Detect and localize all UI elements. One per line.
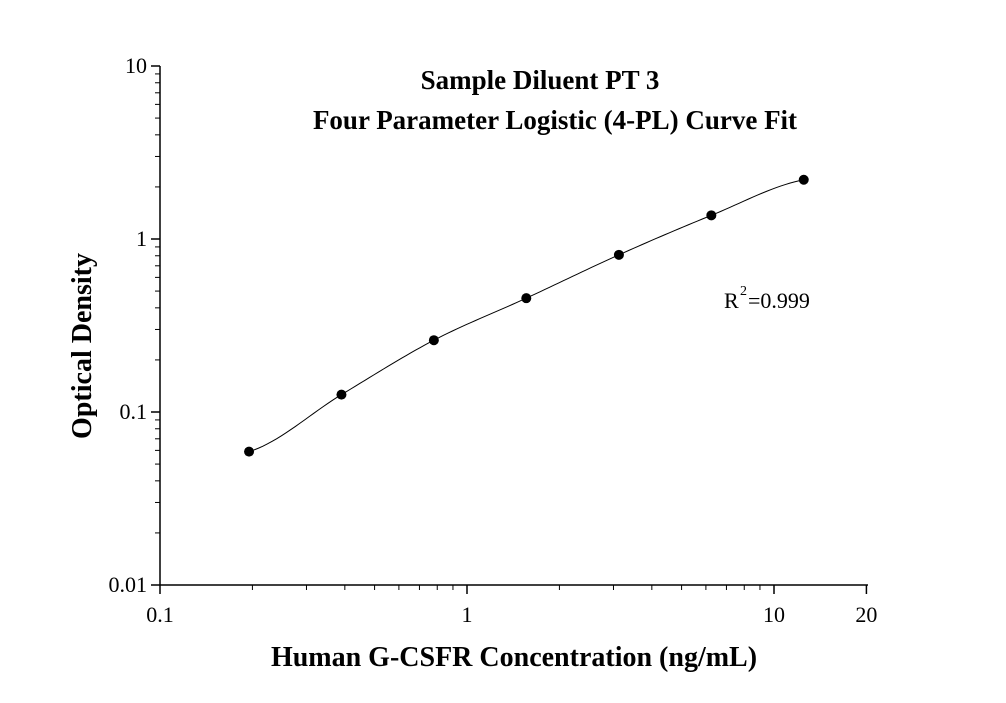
data-point bbox=[613, 249, 624, 260]
x-tick-label: 10 bbox=[763, 602, 785, 627]
y-ticks: 0.01 0.1 1 10 bbox=[109, 53, 160, 597]
y-tick-label: 0.01 bbox=[109, 572, 148, 597]
y-tick-label: 10 bbox=[125, 53, 147, 78]
data-point bbox=[336, 389, 347, 400]
x-ticks: 0.1 1 10 20 bbox=[146, 585, 877, 627]
chart-title: Sample Diluent PT 3 bbox=[421, 65, 660, 95]
x-axis-label: Human G-CSFR Concentration (ng/mL) bbox=[271, 642, 757, 673]
r-squared-prefix: R bbox=[724, 288, 739, 313]
data-point bbox=[798, 174, 809, 185]
data-point bbox=[244, 446, 255, 457]
y-tick-label: 0.1 bbox=[120, 399, 148, 424]
data-points bbox=[244, 174, 809, 457]
y-axis-label: Optical Density bbox=[67, 253, 98, 439]
y-tick-label: 1 bbox=[136, 226, 147, 251]
data-point bbox=[706, 210, 717, 221]
chart-subtitle: Four Parameter Logistic (4-PL) Curve Fit bbox=[313, 105, 797, 135]
data-point bbox=[428, 335, 439, 346]
axes: 0.1 1 10 20 0.01 0.1 1 10 bbox=[109, 53, 878, 627]
r-squared-annotation: R 2 =0.999 bbox=[724, 284, 810, 313]
data-point bbox=[521, 293, 532, 304]
r-squared-superscript: 2 bbox=[740, 284, 747, 299]
x-tick-label: 1 bbox=[462, 602, 473, 627]
x-tick-label: 0.1 bbox=[146, 602, 174, 627]
x-tick-label: 20 bbox=[855, 602, 877, 627]
r-squared-value: =0.999 bbox=[748, 288, 810, 313]
fit-curve bbox=[248, 179, 804, 453]
